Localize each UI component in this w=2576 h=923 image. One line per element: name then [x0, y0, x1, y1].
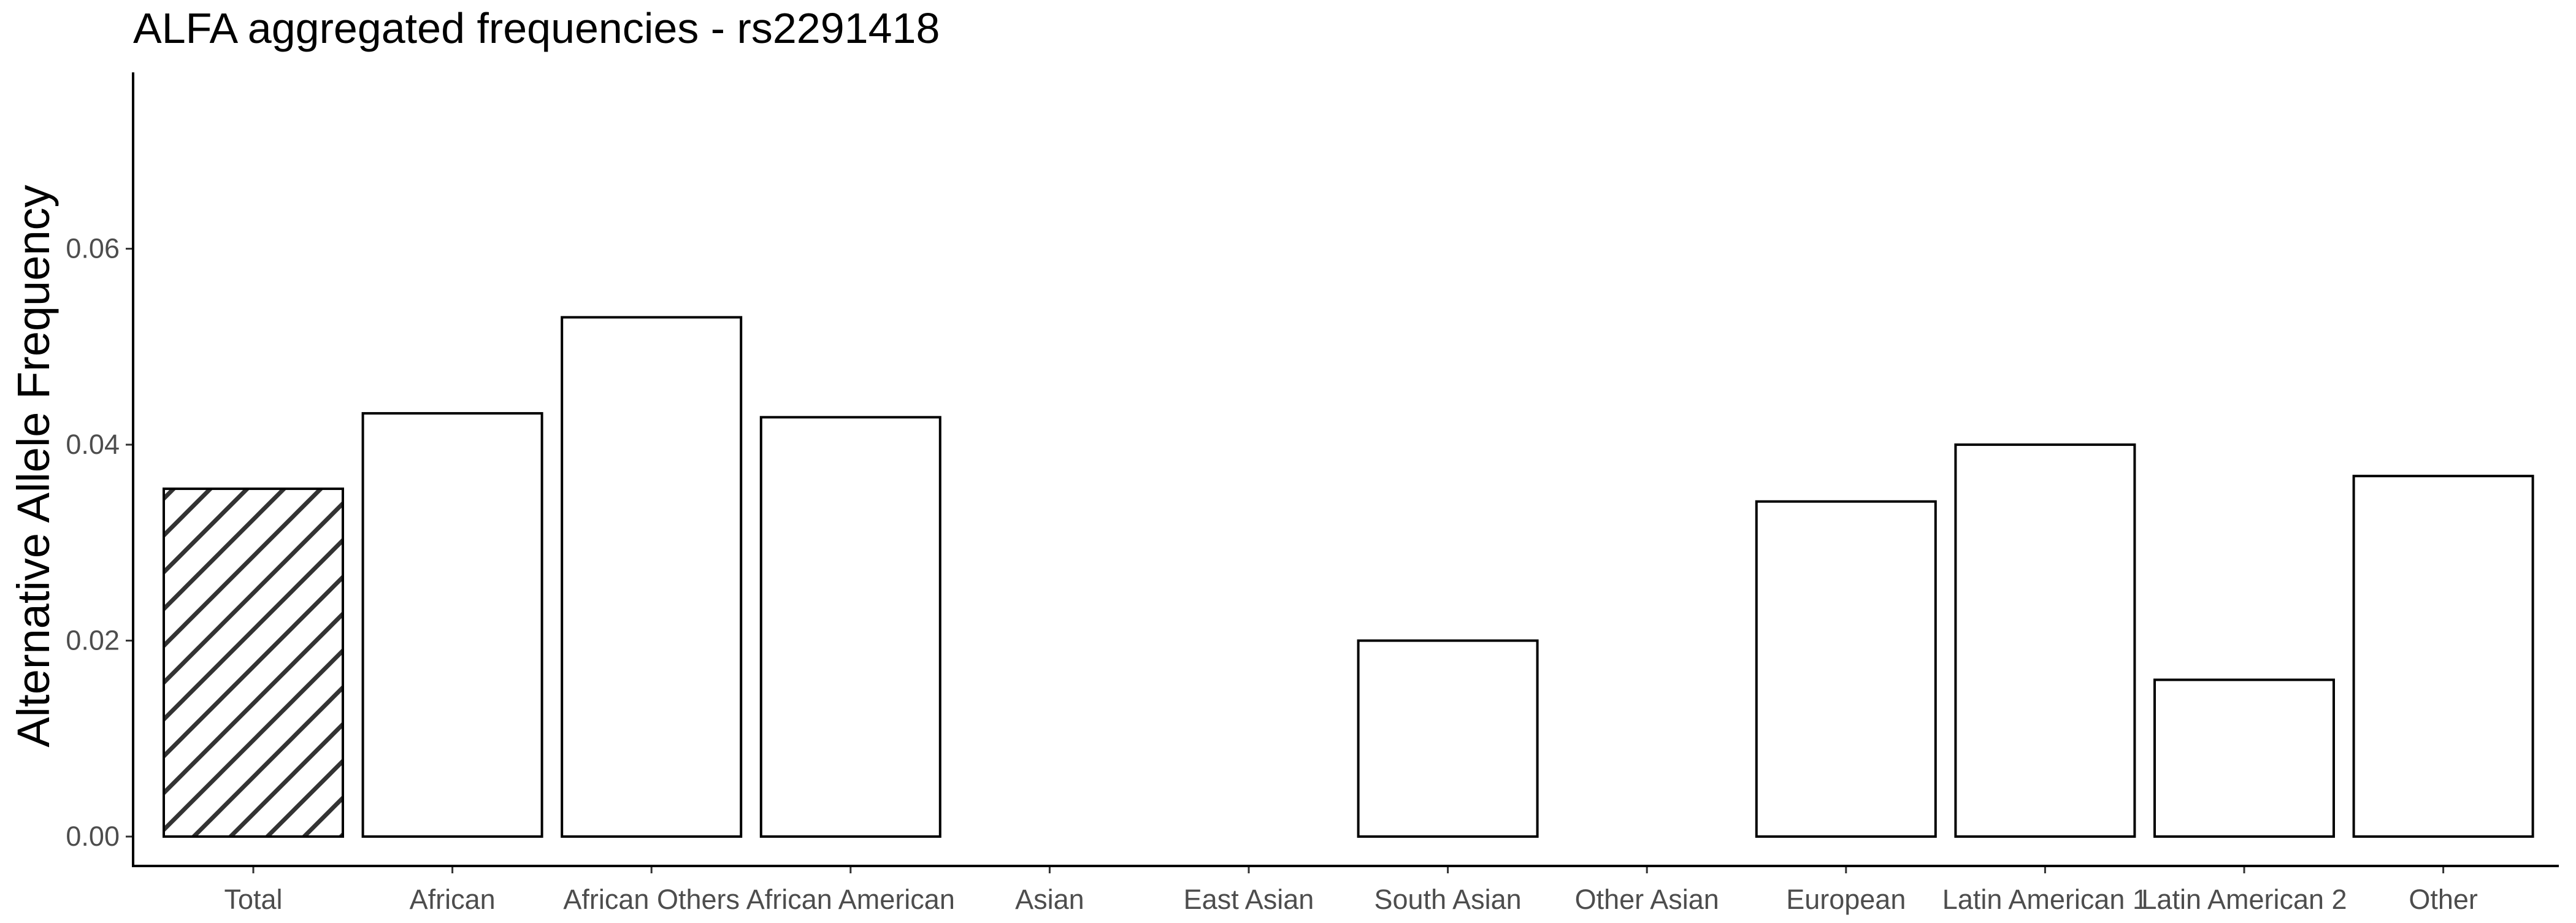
- bar-african-others: [561, 316, 743, 838]
- x-tick-label: African: [410, 884, 496, 915]
- y-tick-label: 0.00: [66, 821, 120, 852]
- x-axis-ticks: Total African African Others African Americ…: [224, 866, 2478, 915]
- x-tick-label: Latin American 1: [1942, 884, 2148, 915]
- bar-other: [2352, 475, 2534, 838]
- bar-latin-american-1: [1954, 443, 2136, 838]
- y-tick-label: 0.04: [66, 429, 120, 460]
- y-axis-title: Alternative Allele Frequency: [8, 185, 59, 747]
- x-tick-label: European: [1786, 884, 1906, 915]
- y-axis-ticks: 0.00 0.02 0.04 0.06: [66, 233, 133, 852]
- x-tick-label: African Others: [563, 884, 740, 915]
- x-tick-label: Total: [224, 884, 282, 915]
- x-tick-label: Latin American 2: [2141, 884, 2347, 915]
- bar-total: [163, 487, 344, 838]
- bar-african-american: [759, 416, 941, 838]
- bar-african: [361, 412, 543, 838]
- bar-south-asian: [1357, 639, 1539, 838]
- bars: [163, 316, 2534, 838]
- x-tick-label: Other Asian: [1575, 884, 1719, 915]
- bar-european: [1755, 500, 1937, 838]
- x-tick-label: African American: [746, 884, 955, 915]
- y-tick-label: 0.06: [66, 233, 120, 264]
- x-tick-label: Other: [2409, 884, 2478, 915]
- bar-latin-american-2: [2153, 678, 2335, 838]
- x-tick-label: Asian: [1015, 884, 1084, 915]
- y-tick-label: 0.02: [66, 625, 120, 656]
- x-tick-label: East Asian: [1184, 884, 1314, 915]
- x-tick-label: South Asian: [1374, 884, 1522, 915]
- chart-title: ALFA aggregated frequencies - rs2291418: [133, 4, 940, 52]
